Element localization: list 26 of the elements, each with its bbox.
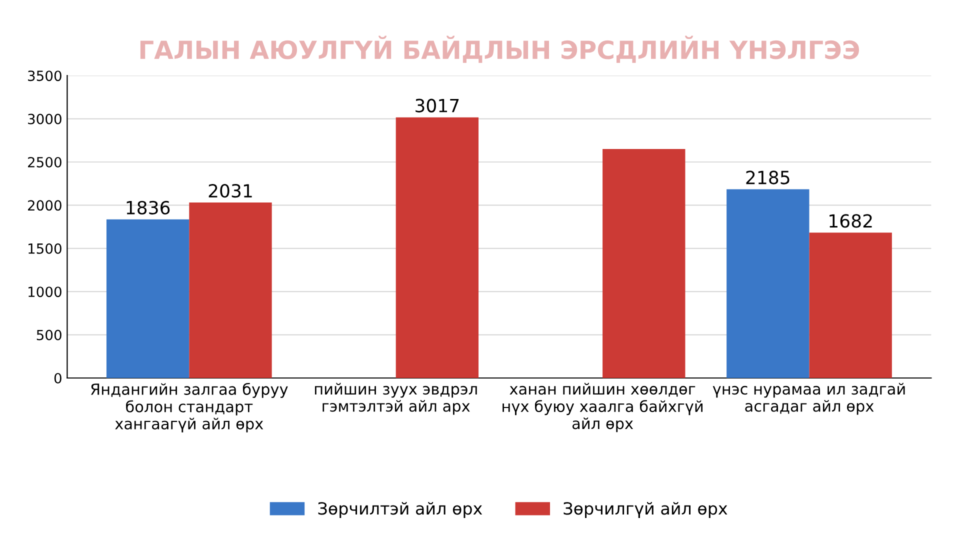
- x-tick-label: пийшин зуух эвдрэл гэмтэлтэй айл арх: [314, 382, 477, 415]
- bar: [189, 202, 272, 378]
- y-tick-label: 1500: [28, 243, 62, 254]
- bar: [602, 149, 686, 378]
- legend-label: Зөрчилтэй айл өрх: [318, 502, 482, 518]
- bar: [726, 189, 810, 378]
- chart-title: ГАЛЫН АЮУЛГҮЙ БАЙДЛЫН ЭРСДЛИЙН ҮНЭЛГЭЭ: [140, 36, 860, 63]
- x-tick-label: Яндангийн залгаа буруу болон стандарт хангаагүй айл өрх: [90, 382, 288, 432]
- y-tick-label: 2500: [28, 156, 62, 168]
- data-label: 2185: [746, 170, 790, 184]
- y-tick-label: 3000: [28, 114, 62, 124]
- data-label: 1836: [126, 200, 170, 214]
- y-tick-label: 500: [36, 330, 62, 340]
- x-tick-label: үнэс нурамаа ил задгай асгадаг айл өрх: [712, 382, 905, 415]
- x-tick-label: ханан пийшин хөөлдөг нүх буюу хаалга байхгүй айл өрх: [502, 382, 702, 432]
- data-label: 2031: [208, 184, 252, 198]
- y-tick-label: 3500: [28, 70, 62, 82]
- data-label: 1682: [830, 214, 872, 228]
- y-tick-label: 2000: [28, 200, 62, 211]
- legend-label: Зөрчилгүй айл өрх: [564, 502, 728, 518]
- y-tick-label: 0: [54, 372, 62, 384]
- y-tick-label: 1000: [28, 286, 62, 298]
- bar: [396, 117, 479, 378]
- data-label: 3017: [416, 98, 459, 112]
- bar: [809, 232, 892, 378]
- bar: [106, 219, 190, 378]
